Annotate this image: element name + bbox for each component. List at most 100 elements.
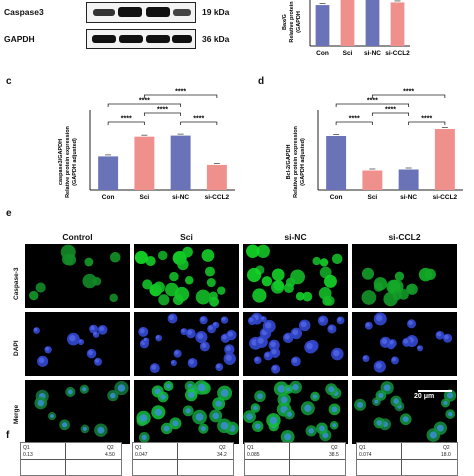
x-tick-label: si-NC — [400, 194, 417, 201]
flow-plot: Q1 0.13 Q2 4.50 — [20, 442, 122, 476]
cell-caspase3 — [373, 277, 388, 291]
cell-highlight — [292, 357, 298, 363]
scale-bar-label: 20 μm — [414, 393, 435, 400]
wb-band — [146, 35, 170, 43]
wb-label-gapdh: GAPDH — [4, 34, 35, 44]
flow-v2: 38.5 — [329, 452, 339, 458]
flow-v2: 34.2 — [217, 452, 227, 458]
cell-caspase3 — [331, 253, 343, 265]
cell-caspase3 — [158, 250, 168, 261]
cell-highlight — [319, 317, 325, 323]
x-tick-label: Sci — [343, 50, 353, 57]
cell-caspase3 — [394, 271, 405, 281]
cell-highlight — [254, 357, 259, 362]
cell-caspase3 — [424, 268, 436, 281]
cell-highlight — [257, 337, 264, 344]
significance-label: **** — [349, 116, 360, 123]
significance-bracket — [107, 121, 145, 125]
bar — [170, 135, 191, 190]
cell-merge-nucleus — [200, 426, 206, 432]
cell-caspase3 — [392, 290, 402, 301]
cell-highlight — [337, 317, 342, 322]
cell-caspase3 — [312, 256, 321, 266]
cell-caspase3 — [195, 289, 211, 305]
cell-highlight — [375, 362, 382, 369]
cell-highlight — [389, 340, 394, 345]
cell-caspase3 — [319, 258, 329, 267]
microscopy-image — [25, 312, 130, 376]
wb-band — [93, 9, 115, 16]
x-tick-label: Con — [330, 194, 343, 201]
cell-highlight — [169, 315, 175, 320]
significance-label: **** — [403, 89, 414, 96]
panel-letter-d: d — [258, 76, 265, 87]
significance-bracket — [143, 94, 218, 98]
cell-merge-nucleus — [328, 386, 335, 393]
cell-highlight — [38, 357, 45, 364]
flow-q1: Q1 — [247, 445, 254, 451]
flow-v1: 0.074 — [359, 452, 372, 458]
flow-q1: Q1 — [23, 445, 30, 451]
significance-label: **** — [421, 116, 432, 123]
cell-caspase3 — [302, 291, 313, 302]
cell-caspase3 — [158, 294, 170, 306]
cell-highlight — [265, 322, 272, 329]
significance-bracket — [371, 112, 410, 116]
cell-caspase3 — [174, 286, 190, 302]
cell-highlight — [225, 354, 232, 361]
cell-caspase3 — [290, 269, 305, 285]
panel-letter-f: f — [6, 430, 10, 441]
cell-merge-nucleus — [195, 413, 204, 421]
y-axis-label: (GAPDH adjusted) — [72, 138, 78, 186]
cell-merge-nucleus — [257, 393, 263, 400]
micro-row-dapi: DAPI — [13, 340, 20, 356]
cell-highlight — [284, 334, 290, 340]
panel-letter-c: c — [6, 76, 12, 87]
flow-q2: Q2 — [443, 445, 450, 451]
cell-caspase3 — [252, 288, 267, 303]
bar — [134, 136, 155, 190]
cell-caspase3 — [109, 293, 118, 303]
y-axis-label: Bcl-2/GAPDH — [286, 145, 292, 180]
flow-plot: Q1 0.085 Q2 38.5 — [244, 442, 346, 476]
cell-highlight — [171, 360, 175, 364]
significance-label: **** — [193, 116, 204, 123]
cell-highlight — [376, 314, 383, 322]
cell-merge-nucleus — [286, 411, 293, 417]
cell-highlight — [93, 331, 97, 336]
bar — [206, 164, 227, 190]
wb-band — [173, 9, 191, 16]
wb-label-caspase3: Caspase3 — [4, 7, 44, 17]
cell-caspase3 — [295, 292, 305, 301]
cell-highlight — [292, 329, 299, 336]
micro-row-caspase3: Caspase-3 — [13, 267, 20, 300]
cell-highlight — [90, 325, 95, 331]
cell-caspase3 — [271, 268, 285, 282]
bar — [390, 2, 405, 47]
cell-highlight — [213, 322, 217, 326]
wb-band — [119, 35, 143, 43]
cell-merge-nucleus — [318, 425, 325, 432]
bar — [98, 156, 119, 190]
cell-merge-nucleus — [220, 422, 229, 430]
cell-merge-nucleus — [437, 424, 444, 432]
cell-highlight — [208, 325, 213, 331]
cell-merge-nucleus — [37, 399, 44, 407]
y-axis-label: (GAPDH — [296, 11, 302, 33]
x-tick-label: Con — [102, 194, 115, 201]
chart-bcl2: Con Sci si-NC si-CCL2 Bcl-2/GAPDH Relative pr… — [286, 89, 463, 201]
micro-col-si-nc: si-NC — [284, 232, 307, 242]
cell-merge-nucleus — [286, 387, 291, 392]
cell-highlight — [201, 342, 207, 348]
cell-merge-nucleus — [331, 406, 338, 413]
significance-bracket — [371, 94, 446, 98]
microscopy-image — [243, 244, 348, 308]
cell-highlight — [300, 321, 307, 328]
y-axis-label: caspase3/GAPDH — [58, 139, 64, 185]
cell-caspase3 — [201, 249, 215, 262]
microscopy-image — [243, 380, 348, 444]
cell-highlight — [365, 322, 370, 327]
cell-caspase3 — [84, 257, 94, 267]
y-axis-label: Relative protein expression — [65, 125, 71, 197]
bar — [326, 136, 347, 190]
